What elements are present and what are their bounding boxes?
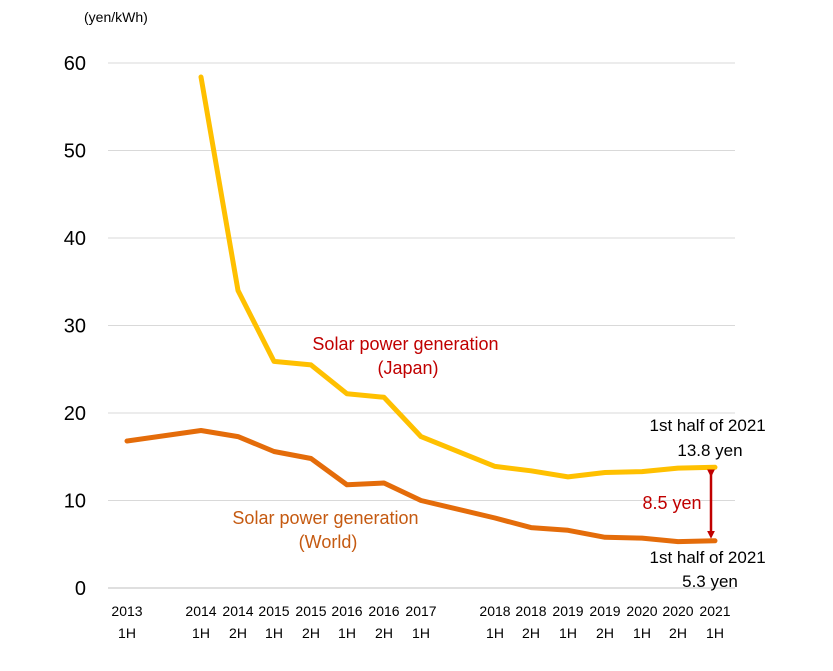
- y-tick-label: 0: [75, 578, 86, 600]
- x-tick-label-half: 2H: [669, 625, 687, 641]
- x-tick-label-half: 1H: [338, 625, 356, 641]
- series-lines: [124, 74, 718, 545]
- x-tick-label-year: 2020: [662, 603, 693, 619]
- gap-label: 8.5 yen: [642, 493, 701, 513]
- x-tick-label-year: 2016: [331, 603, 362, 619]
- x-tick-label-half: 1H: [118, 625, 136, 641]
- x-tick-label-half: 1H: [559, 625, 577, 641]
- x-tick-label-half: 2H: [302, 625, 320, 641]
- x-tick-label-year: 2020: [626, 603, 657, 619]
- series-line-japan: [198, 74, 718, 480]
- x-tick-label-year: 2017: [405, 603, 436, 619]
- y-tick-label: 20: [64, 403, 86, 425]
- series-label-world-line2: (World): [299, 532, 358, 552]
- annotation-japan-end-line2: 13.8 yen: [677, 441, 742, 460]
- x-tick-label-half: 1H: [265, 625, 283, 641]
- series-label-japan-line1: Solar power generation: [312, 334, 498, 354]
- series-line-world: [124, 428, 718, 545]
- y-tick-label: 40: [64, 228, 86, 250]
- x-tick-label-year: 2021: [699, 603, 730, 619]
- x-tick-label-year: 2019: [552, 603, 583, 619]
- x-tick-label-half: 2H: [596, 625, 614, 641]
- x-tick-label-year: 2018: [479, 603, 510, 619]
- x-tick-label-year: 2019: [589, 603, 620, 619]
- x-tick-label-half: 2H: [229, 625, 247, 641]
- x-tick-label-half: 1H: [412, 625, 430, 641]
- x-tick-label-year: 2018: [515, 603, 546, 619]
- annotation-world-end-line2: 5.3 yen: [682, 572, 738, 591]
- x-tick-label-year: 2015: [258, 603, 289, 619]
- x-tick-label-year: 2016: [368, 603, 399, 619]
- y-axis-ticks: 0 10 20 30 40 50 60: [64, 53, 86, 600]
- annotation-japan-end: 1st half of 2021 13.8 yen: [650, 416, 771, 460]
- x-axis-ticks: 2013 1H 2014 1H 2014 2H 2015 1H 2015 2H 2016 1H 2016…: [111, 603, 730, 641]
- annotation-japan-end-line1: 1st half of 2021: [650, 416, 766, 435]
- unit-label: (yen/kWh): [84, 9, 148, 25]
- series-label-world-line1: Solar power generation: [232, 508, 418, 528]
- y-tick-label: 10: [64, 491, 86, 513]
- annotation-world-end: 1st half of 2021 5.3 yen: [650, 548, 771, 591]
- x-tick-label-half: 1H: [192, 625, 210, 641]
- x-tick-label-half: 2H: [375, 625, 393, 641]
- y-tick-label: 30: [64, 316, 86, 338]
- annotation-world-end-line1: 1st half of 2021: [650, 548, 766, 567]
- x-tick-label-half: 2H: [522, 625, 540, 641]
- x-tick-label-year: 2014: [222, 603, 253, 619]
- series-label-japan-line2: (Japan): [377, 358, 438, 378]
- y-tick-label: 50: [64, 141, 86, 163]
- x-tick-label-half: 1H: [706, 625, 724, 641]
- y-tick-label: 60: [64, 53, 86, 75]
- x-tick-label-half: 1H: [633, 625, 651, 641]
- x-tick-label-year: 2014: [185, 603, 216, 619]
- series-label-world: Solar power generation (World): [232, 508, 423, 552]
- x-tick-label-half: 1H: [486, 625, 504, 641]
- series-label-japan: Solar power generation (Japan): [312, 334, 503, 378]
- x-tick-label-year: 2015: [295, 603, 326, 619]
- x-tick-label-year: 2013: [111, 603, 142, 619]
